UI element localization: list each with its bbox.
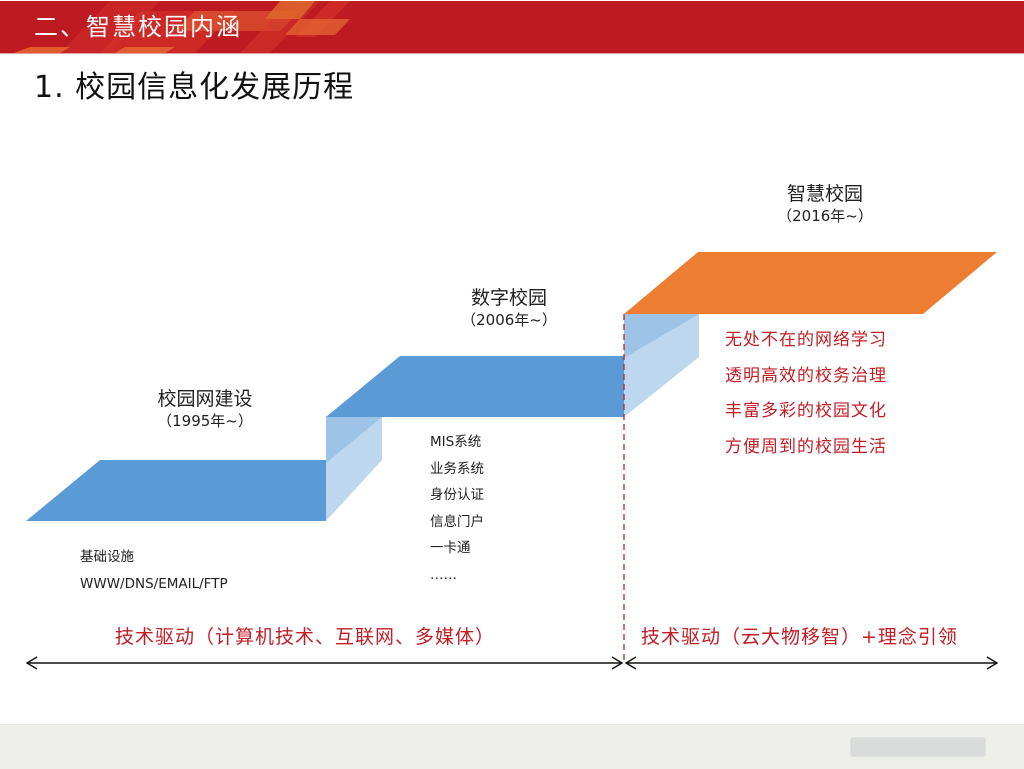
- stage-1-year: （1995年~）: [157, 412, 253, 430]
- header-divider: [0, 53, 1024, 54]
- right-driver-caption: 技术驱动（云大物移智）+理念引领: [641, 626, 958, 648]
- stage-2-item: ……: [430, 566, 457, 583]
- page-title: 1. 校园信息化发展历程: [34, 70, 355, 105]
- stage-3-item: 透明高效的校务治理: [725, 365, 887, 386]
- stage-3-items: 无处不在的网络学习 透明高效的校务治理 丰富多彩的校园文化 方便周到的校园生活: [725, 323, 887, 465]
- staircase-diagram: [25, 252, 999, 670]
- step-2-top: [326, 356, 624, 417]
- section-title: 二、智慧校园内涵: [34, 13, 242, 41]
- step-2-riser-shade: [624, 314, 699, 358]
- step-1-riser-shade: [326, 417, 382, 463]
- stage-2-year: （2006年~）: [461, 311, 557, 329]
- footer-slide-control[interactable]: [850, 737, 986, 757]
- stage-1-items: 基础设施 WWW/DNS/EMAIL/FTP: [80, 544, 228, 597]
- stage-3-item: 无处不在的网络学习: [725, 330, 887, 350]
- stage-3-item: 方便周到的校园生活: [725, 436, 887, 457]
- stage-2-item: 信息门户: [430, 513, 484, 530]
- stage-3-label: 智慧校园 （2016年~）: [740, 182, 910, 226]
- stage-2-name: 数字校园: [470, 287, 547, 309]
- stage-2-label: 数字校园 （2006年~）: [424, 286, 594, 330]
- stage-1-label: 校园网建设 （1995年~）: [120, 387, 290, 431]
- stage-2-item: 业务系统: [430, 460, 484, 477]
- right-era-arrow: [624, 656, 999, 670]
- stage-2-item: MIS系统: [430, 434, 482, 450]
- stage-2-items: MIS系统 业务系统 身份认证 信息门户 一卡通 ……: [430, 429, 484, 588]
- stage-1-name: 校园网建设: [157, 388, 253, 410]
- stage-2-item: 身份认证: [430, 487, 484, 503]
- step-1-top: [26, 460, 326, 521]
- section-header-bar: 二、智慧校园内涵: [0, 1, 1024, 53]
- stage-3-item: 丰富多彩的校园文化: [725, 401, 887, 421]
- left-driver-caption: 技术驱动（计算机技术、互联网、多媒体）: [115, 626, 496, 648]
- stage-1-item: 基础设施: [80, 549, 134, 565]
- step-3-top: [624, 252, 997, 314]
- stage-2-item: 一卡通: [430, 540, 471, 556]
- header-stripe-decoration: [14, 1, 350, 53]
- stage-3-name: 智慧校园: [786, 183, 863, 205]
- left-era-arrow: [25, 656, 624, 670]
- stage-3-year: （2016年~）: [777, 207, 873, 225]
- stage-1-item: WWW/DNS/EMAIL/FTP: [80, 575, 228, 592]
